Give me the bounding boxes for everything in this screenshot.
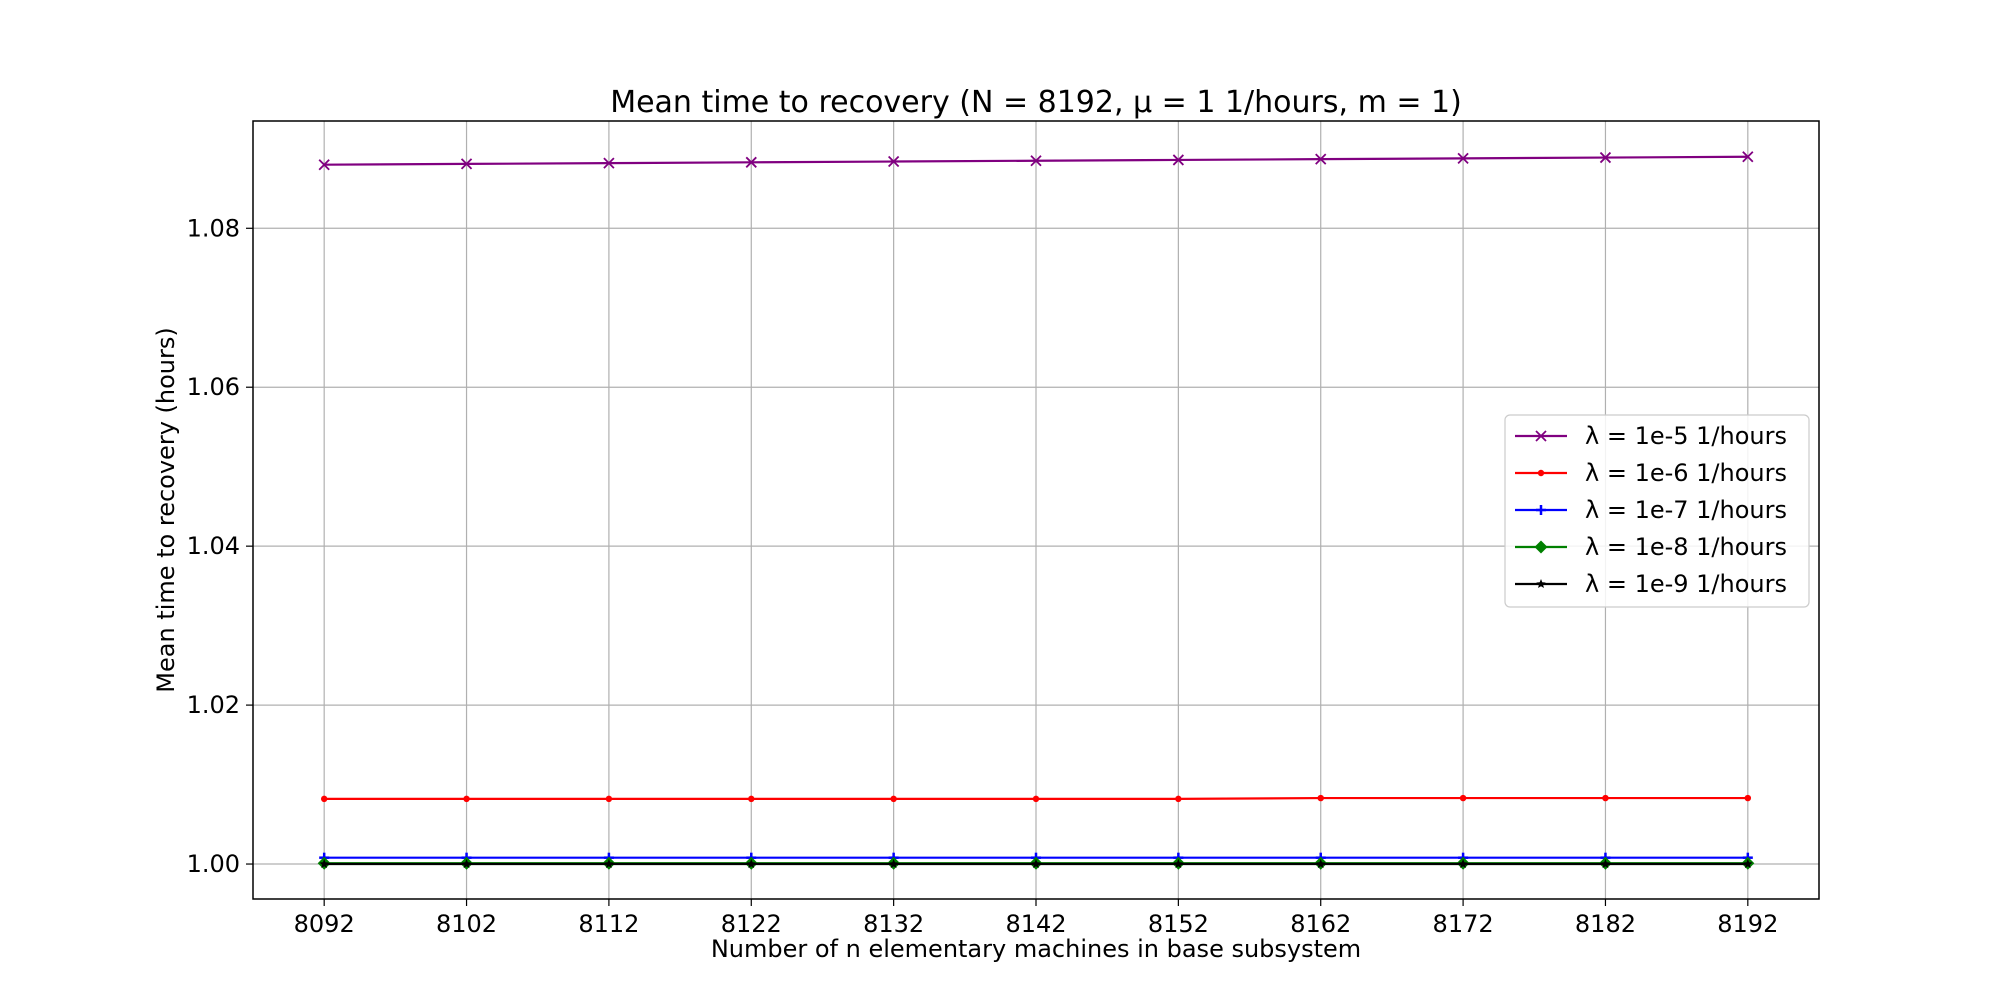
star-marker-0 bbox=[319, 859, 329, 869]
y-tick-label: 1.06 bbox=[187, 373, 240, 401]
star-marker-8 bbox=[1458, 859, 1468, 869]
legend-entry: λ = 1e-7 1/hours bbox=[1515, 496, 1787, 524]
series-5 bbox=[319, 859, 1753, 869]
x-tick-label: 8142 bbox=[1005, 910, 1066, 938]
star-marker-6 bbox=[1173, 859, 1184, 869]
x-marker-9 bbox=[1599, 151, 1612, 164]
y-axis-label: Mean time to recovery (hours) bbox=[152, 327, 180, 692]
star-marker-7 bbox=[1315, 859, 1326, 869]
star-marker-5 bbox=[1031, 859, 1041, 869]
x-marker-1 bbox=[460, 158, 473, 170]
point-marker-0 bbox=[320, 795, 328, 803]
point-marker-7 bbox=[1317, 794, 1324, 802]
y-tick-label: 1.08 bbox=[187, 214, 240, 242]
x-marker-6 bbox=[1172, 154, 1185, 166]
legend-label: λ = 1e-7 1/hours bbox=[1585, 496, 1787, 524]
x-tick-label: 8182 bbox=[1575, 910, 1636, 938]
y-tick-label: 1.00 bbox=[187, 850, 240, 878]
x-marker-legend bbox=[1535, 430, 1547, 442]
series-1 bbox=[318, 151, 1754, 171]
legend-label: λ = 1e-5 1/hours bbox=[1585, 422, 1787, 450]
point-marker-3 bbox=[748, 795, 755, 803]
star-marker-4 bbox=[888, 859, 899, 869]
legend-box bbox=[1504, 414, 1810, 608]
chart-title: Mean time to recovery (N = 8192, μ = 1 1… bbox=[610, 85, 1462, 120]
legend-entry: λ = 1e-8 1/hours bbox=[1515, 533, 1787, 561]
star-marker-10 bbox=[1743, 859, 1753, 869]
x-marker-10 bbox=[1742, 151, 1754, 163]
x-tick-label: 8192 bbox=[1717, 910, 1778, 938]
star-marker-9 bbox=[1600, 859, 1611, 869]
legend-entry: λ = 1e-5 1/hours bbox=[1515, 422, 1787, 450]
x-tick-label: 8102 bbox=[436, 910, 497, 938]
star-marker-3 bbox=[746, 859, 757, 869]
star-marker-2 bbox=[604, 859, 614, 869]
x-tick-label: 8152 bbox=[1148, 910, 1209, 938]
plus-marker-legend bbox=[1536, 505, 1546, 515]
star-marker-legend bbox=[1536, 579, 1546, 589]
y-tick-label: 1.02 bbox=[187, 691, 240, 719]
x-marker-4 bbox=[887, 155, 900, 168]
point-marker-2 bbox=[605, 795, 613, 803]
x-tick-label: 8162 bbox=[1290, 910, 1351, 938]
star-marker-1 bbox=[461, 859, 472, 869]
x-axis-label: Number of n elementary machines in base … bbox=[711, 935, 1361, 963]
point-marker-legend bbox=[1537, 469, 1545, 477]
x-tick-label: 8112 bbox=[578, 910, 639, 938]
legend-entry: λ = 1e-9 1/hours bbox=[1515, 570, 1787, 598]
x-marker-7 bbox=[1315, 153, 1327, 165]
axis-ticks: 8092 8102 8112 8122 8132 8142 8152 8162 8172 8182… bbox=[187, 214, 1779, 938]
point-marker-1 bbox=[463, 795, 470, 803]
point-marker-5 bbox=[1032, 795, 1040, 803]
point-marker-6 bbox=[1175, 795, 1182, 803]
legend-label: λ = 1e-6 1/hours bbox=[1585, 459, 1787, 487]
legend-label: λ = 1e-9 1/hours bbox=[1585, 570, 1787, 598]
x-tick-label: 8122 bbox=[721, 910, 782, 938]
x-tick-label: 8132 bbox=[863, 910, 924, 938]
legend: λ = 1e-5 1/hours λ = 1e-6 1/hours λ = 1e-7… bbox=[1504, 414, 1810, 608]
point-marker-4 bbox=[890, 795, 897, 803]
legend-label: λ = 1e-8 1/hours bbox=[1585, 533, 1787, 561]
y-tick-label: 1.04 bbox=[187, 532, 240, 560]
diamond-marker-legend bbox=[1534, 540, 1548, 554]
x-marker-3 bbox=[745, 156, 757, 168]
point-marker-10 bbox=[1744, 794, 1752, 802]
series-2 bbox=[320, 794, 1752, 803]
point-marker-9 bbox=[1602, 794, 1609, 802]
series-layer bbox=[317, 151, 1755, 870]
x-marker-2 bbox=[603, 157, 615, 169]
legend-entry: λ = 1e-6 1/hours bbox=[1515, 459, 1787, 487]
x-marker-0 bbox=[318, 159, 330, 171]
point-marker-8 bbox=[1459, 794, 1467, 802]
x-marker-8 bbox=[1457, 152, 1469, 164]
x-tick-label: 8172 bbox=[1433, 910, 1494, 938]
x-marker-5 bbox=[1030, 155, 1042, 167]
x-tick-label: 8092 bbox=[294, 910, 355, 938]
